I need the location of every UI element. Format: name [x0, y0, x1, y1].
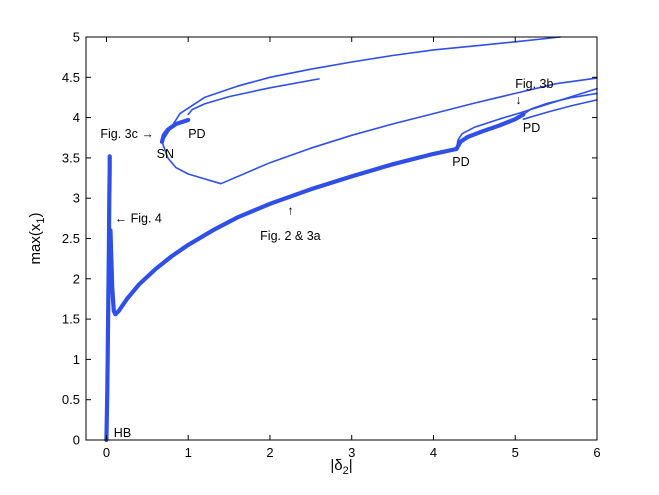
- y-tick-label: 0: [73, 433, 80, 448]
- y-tick-label: 3.5: [62, 150, 80, 165]
- y-tick-label: 2.5: [62, 231, 80, 246]
- annotation-label: Fig. 3c →: [100, 127, 154, 141]
- y-tick-label: 2: [73, 271, 80, 286]
- x-tick-label: 5: [512, 445, 519, 460]
- branch-line-2-thick: [108, 146, 459, 317]
- branch-line-5-thin: [187, 78, 320, 116]
- annotation-label: ↓: [515, 93, 521, 107]
- branch-line-3-thick: [454, 112, 526, 152]
- y-tick-label: 0.5: [62, 392, 80, 407]
- branch-line-8-thin: [455, 87, 598, 150]
- y-tick-label: 3: [73, 191, 80, 206]
- annotation-label: Fig. 3b: [515, 77, 553, 91]
- y-tick-label: 4: [73, 110, 80, 125]
- x-axis-label: |δ2|: [330, 457, 352, 477]
- curves-layer: [104, 36, 598, 443]
- x-tick-label: 0: [103, 445, 110, 460]
- x-tick-label: 6: [593, 445, 600, 460]
- annotation-label: HB: [114, 426, 131, 440]
- y-axis-label: max(x1): [27, 213, 47, 265]
- annotation-label: ← Fig. 4: [115, 211, 162, 225]
- branch-line-6-thin: [161, 36, 561, 143]
- y-tick-label: 1.5: [62, 312, 80, 327]
- x-tick-label: 2: [266, 445, 273, 460]
- annotation-label: PD: [452, 155, 469, 169]
- y-tick-label: 1: [73, 352, 80, 367]
- annotation-label: Fig. 2 & 3a: [260, 229, 320, 243]
- annotation-label: ↑: [287, 203, 293, 217]
- x-tick-label: 3: [348, 445, 355, 460]
- annotation-label: PD: [188, 127, 205, 141]
- annotation-label: SN: [157, 147, 174, 161]
- y-tick-label: 5: [73, 30, 80, 45]
- x-tick-label: 1: [185, 445, 192, 460]
- x-tick-label: 4: [430, 445, 437, 460]
- ticks-layer: 0 1 2 3 4 5 6 0 0.5 1 1.5 2 2.5 3 3.5 4 4.5 5: [62, 30, 601, 461]
- branch-line-9-thin: [522, 92, 598, 116]
- branch-line-7-thin: [161, 77, 598, 185]
- branch-line-4-thick: [159, 117, 191, 144]
- branch-line-10-thin: [522, 99, 598, 120]
- annotation-label: PD: [523, 121, 540, 135]
- y-tick-label: 4.5: [62, 70, 80, 85]
